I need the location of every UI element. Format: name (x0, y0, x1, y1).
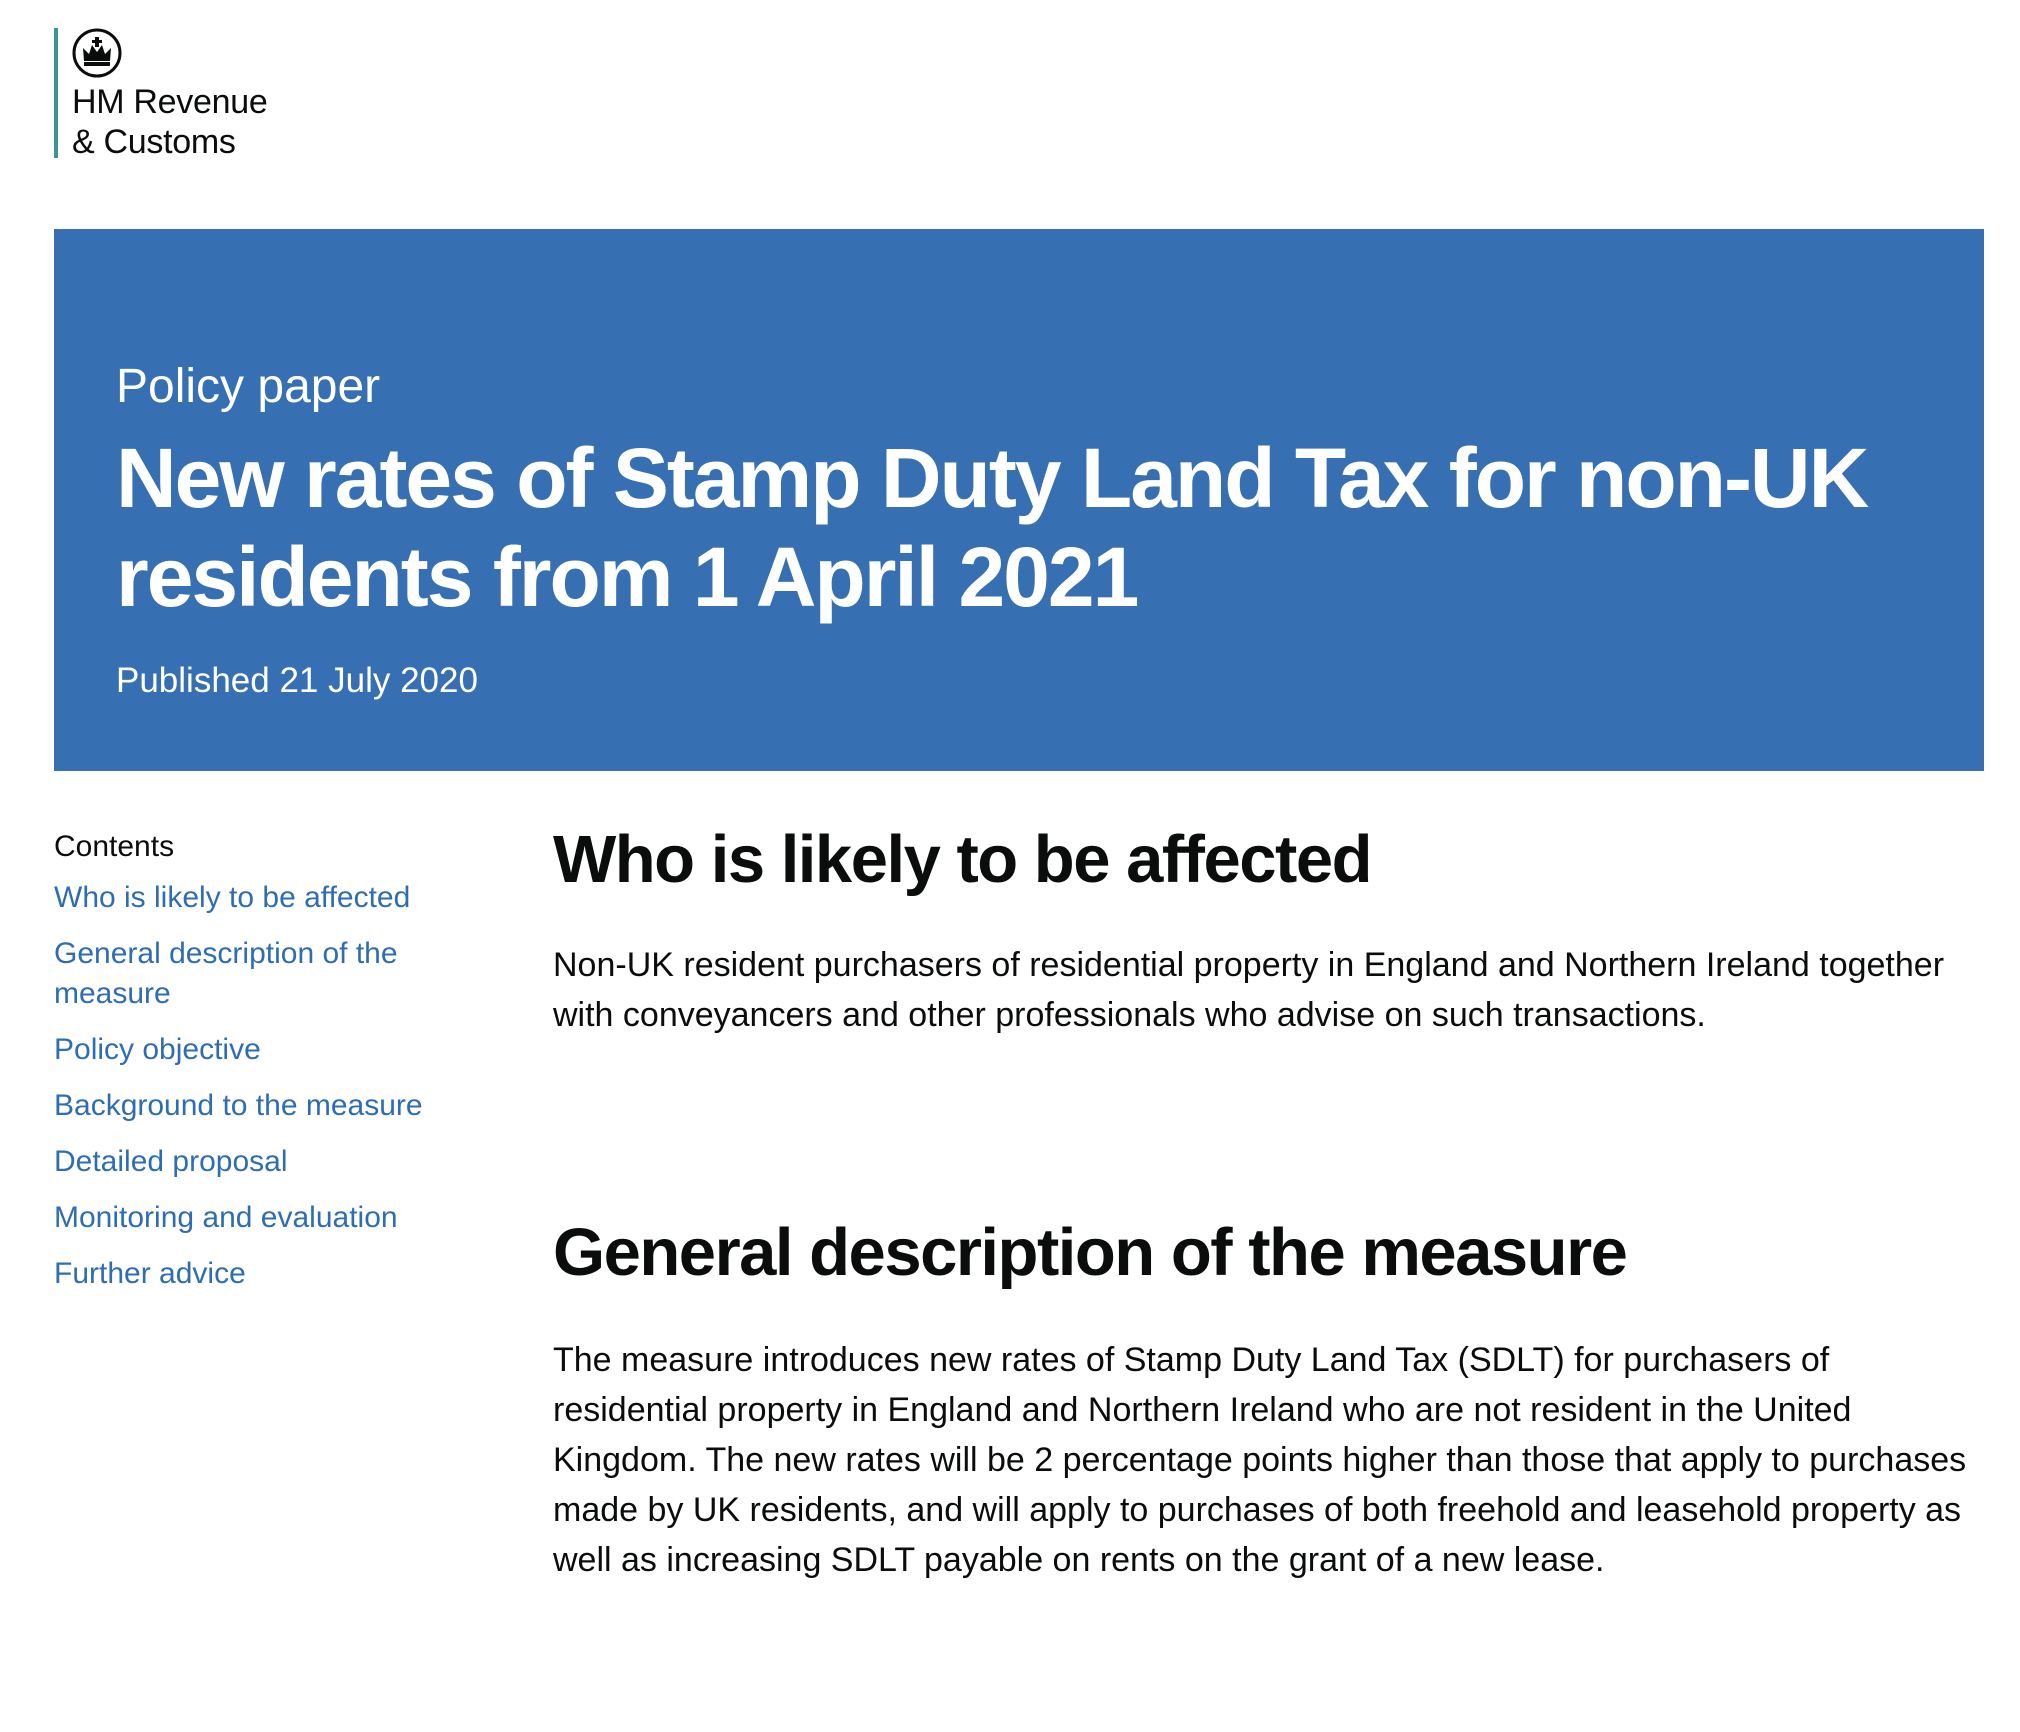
document-type: Policy paper (116, 360, 381, 413)
org-name-line: & Customs (72, 123, 236, 161)
section-general-description: General description of the measure The m… (553, 1213, 1983, 1585)
org-name-line: HM Revenue (72, 83, 268, 121)
page-title: New rates of Stamp Duty Land Tax for non… (116, 431, 1869, 624)
contents-link-who-affected[interactable]: Who is likely to be affected (54, 881, 411, 914)
section-who-affected: Who is likely to be affected Non-UK resi… (553, 820, 1983, 1040)
published-date: Published 21 July 2020 (116, 661, 478, 700)
hmrc-logo[interactable]: HM Revenue & Customs (54, 28, 268, 161)
contents-heading: Contents (54, 830, 175, 863)
contents-nav: Contents Who is likely to be affected Ge… (54, 830, 474, 1310)
section-heading: General description of the measure (553, 1215, 1628, 1290)
contents-link-detailed-proposal[interactable]: Detailed proposal (54, 1145, 288, 1178)
contents-link-background[interactable]: Background to the measure (54, 1089, 423, 1122)
org-name: HM Revenue & Customs (72, 82, 268, 162)
main-content: Who is likely to be affected Non-UK resi… (553, 820, 1983, 1579)
crown-icon (72, 28, 122, 78)
section-heading: Who is likely to be affected (553, 822, 1373, 897)
contents-link-monitoring[interactable]: Monitoring and evaluation (54, 1201, 398, 1234)
title-banner: Policy paper New rates of Stamp Duty Lan… (54, 229, 1984, 771)
contents-link-general-description[interactable]: General description of the measure (54, 937, 398, 1010)
contents-link-further-advice[interactable]: Further advice (54, 1257, 246, 1290)
section-body: Non-UK resident purchasers of residentia… (553, 946, 1945, 1034)
section-body: The measure introduces new rates of Stam… (553, 1341, 1967, 1579)
contents-link-policy-objective[interactable]: Policy objective (54, 1033, 261, 1066)
